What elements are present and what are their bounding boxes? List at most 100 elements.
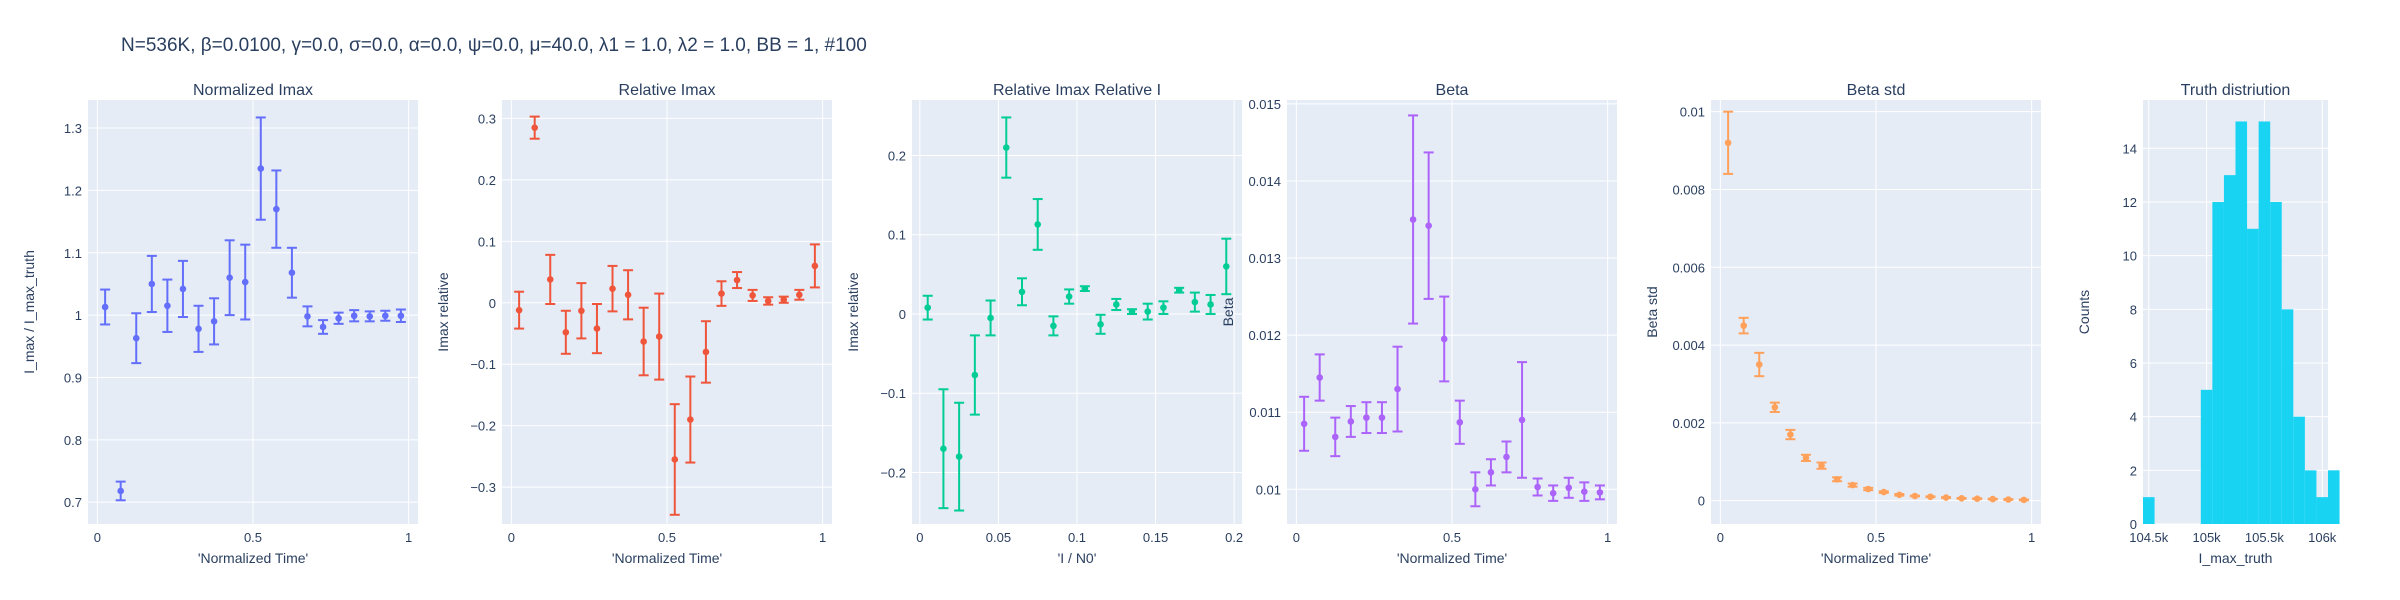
y-tick-label: 0.01 [1256,482,1281,497]
histogram-bar [2258,121,2271,524]
data-point [1409,216,1417,223]
data-point [1802,454,1810,462]
data-point [1565,484,1573,492]
data-point [241,278,249,286]
y-tick-label: 0.004 [1672,338,1705,353]
y-axis-title: Beta [1220,297,1236,326]
data-point [1018,288,1026,296]
y-tick-label: 0.9 [64,370,82,385]
y-axis-title: Beta std [1644,286,1660,337]
histogram-bar [2223,175,2236,525]
data-point [179,285,187,293]
data-point [1331,433,1339,441]
x-tick-label: 0 [1717,530,1724,545]
histogram-bar [2293,416,2305,524]
y-tick-label: 2 [2130,463,2137,478]
y-tick-label: 0 [2130,517,2137,532]
data-point [101,303,109,311]
data-point [1755,361,1763,368]
y-tick-label: 0.012 [1248,328,1281,343]
data-point [226,274,233,282]
x-tick-label: 0.5 [658,530,676,545]
data-point [1347,418,1355,425]
data-point [132,334,140,342]
data-point [1880,488,1888,496]
y-tick-label: 8 [2130,302,2137,317]
data-point [1160,304,1167,311]
data-point [609,285,616,292]
data-point [210,318,218,325]
x-axis-title: 'Normalized Time' [1821,550,1931,566]
y-axis-title: Imax relative [435,272,451,352]
data-point [1144,308,1152,315]
data-point [257,165,265,172]
x-tick-label: 104.5k [2129,530,2169,545]
data-point [1958,495,1965,502]
data-point [562,328,570,336]
data-point [1989,495,1997,503]
data-point [1724,139,1732,147]
data-point [397,312,405,320]
subplot-title: Beta [1436,82,1469,99]
data-point [117,487,124,495]
data-point [971,371,979,379]
y-tick-label: −0.2 [880,465,906,480]
data-point [1973,495,1981,503]
data-point [288,269,296,277]
data-point [1456,418,1464,426]
data-point [2020,496,2028,504]
histogram-bar [2281,309,2294,524]
data-point [593,325,601,332]
y-tick-label: −0.1 [470,357,496,372]
y-tick-label: 0.014 [1248,174,1281,189]
y-axis-title: I_max / I_max_truth [21,250,37,374]
y-tick-label: 1 [75,308,82,323]
data-point [1300,420,1308,428]
x-tick-label: 0.2 [1225,530,1243,545]
y-tick-label: 0.011 [1249,405,1281,420]
data-point [624,291,632,299]
data-point [304,313,311,320]
data-point [1191,298,1199,306]
data-point [1581,488,1588,495]
y-tick-label: 0.002 [1672,416,1705,431]
x-tick-label: 0.5 [244,530,262,545]
x-axis-title: 'Normalized Time' [198,550,308,566]
x-tick-label: 1 [2028,530,2035,545]
y-tick-label: 0.3 [478,111,496,126]
data-point [1222,263,1230,270]
x-tick-label: 0 [94,530,101,545]
y-tick-label: 4 [2130,410,2137,425]
histogram-bar [2328,470,2340,524]
subplot-title: Beta std [1847,82,1906,99]
histogram-bar [2143,497,2155,524]
x-tick-label: 0 [916,530,923,545]
data-point [1175,286,1183,294]
data-point [350,312,358,320]
data-point [671,456,679,463]
y-tick-label: 0.8 [64,433,82,448]
data-point [1911,492,1919,500]
subplot-4: 0.01 0.011 0.012 0.013 0.014 0.015 0 0.5 1 Beta 'N… [1220,82,1617,566]
data-point [546,276,554,283]
histogram-bar [2235,121,2248,524]
y-tick-label: −0.3 [470,480,496,495]
data-point [1927,493,1934,501]
data-point [1112,301,1120,308]
data-point [987,314,994,322]
data-point [148,280,156,288]
y-tick-label: 0.006 [1672,260,1705,275]
y-tick-label: 0 [489,296,496,311]
data-point [1207,301,1214,308]
subplot-title: Normalized Imax [193,82,313,99]
x-tick-label: 0.05 [986,530,1011,545]
data-point [1942,494,1950,501]
data-point [1818,462,1825,469]
y-tick-label: 0.2 [478,173,496,188]
data-point [1316,374,1323,381]
x-axis-title: 'Normalized Time' [1397,550,1507,566]
data-point [195,325,202,333]
y-tick-label: 0 [1698,494,1705,509]
histogram-bar [2270,201,2282,525]
